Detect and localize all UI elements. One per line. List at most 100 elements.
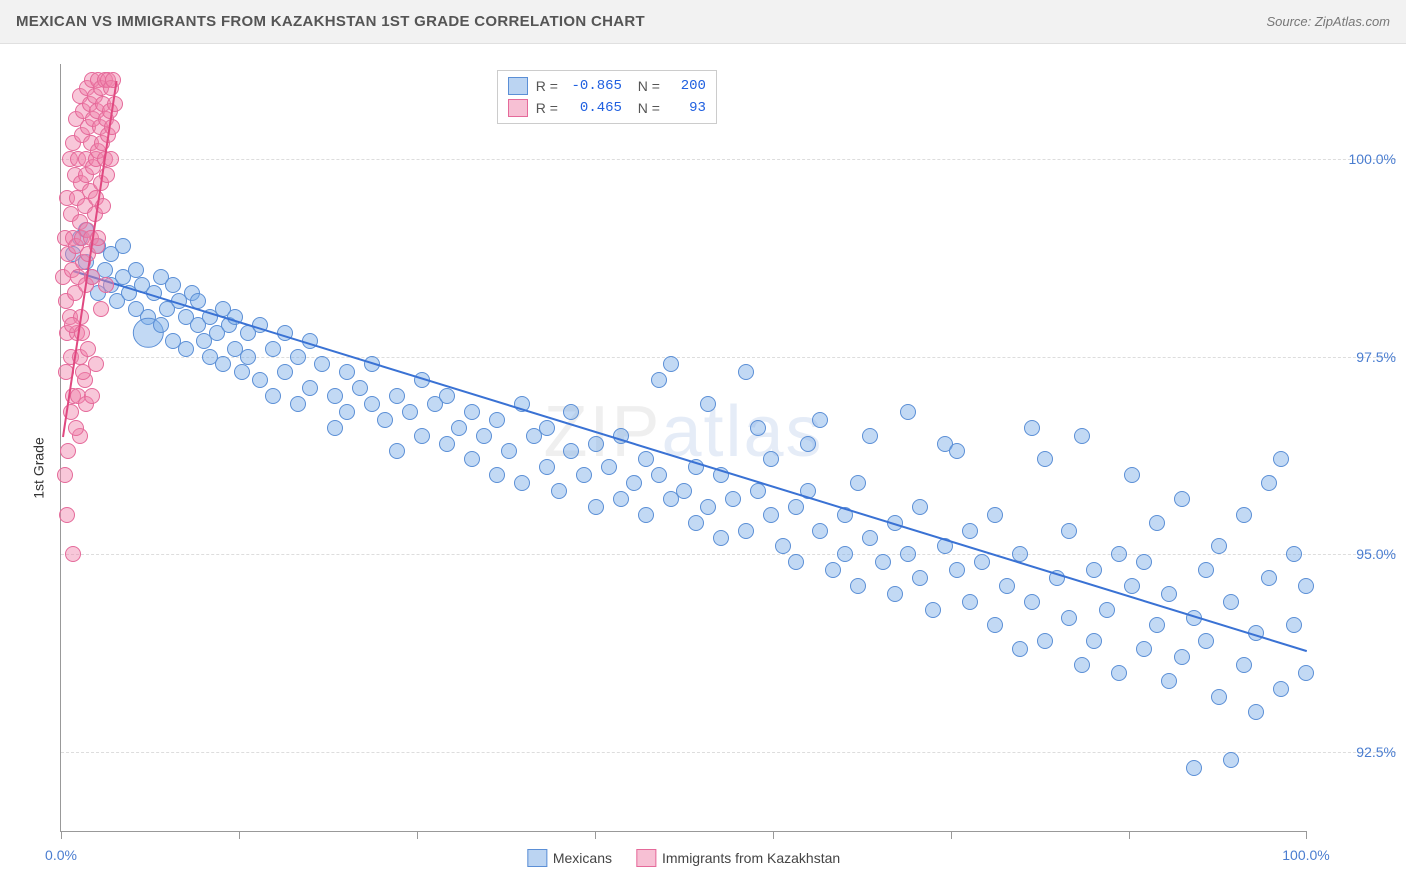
x-tick [239, 831, 240, 839]
data-point [1186, 760, 1202, 776]
x-tick [61, 831, 62, 839]
data-point [88, 356, 104, 372]
data-point [551, 483, 567, 499]
data-point [1223, 594, 1239, 610]
data-point [464, 451, 480, 467]
data-point [1261, 570, 1277, 586]
gridline [61, 752, 1396, 753]
data-point [588, 436, 604, 452]
data-point [588, 499, 604, 515]
data-point [576, 467, 592, 483]
data-point [501, 443, 517, 459]
data-point [626, 475, 642, 491]
data-point [1261, 475, 1277, 491]
legend-label-blue: Mexicans [553, 850, 612, 866]
data-point [539, 459, 555, 475]
data-point [389, 443, 405, 459]
chart-title: MEXICAN VS IMMIGRANTS FROM KAZAKHSTAN 1S… [16, 13, 645, 30]
gridline [61, 554, 1396, 555]
data-point [862, 428, 878, 444]
data-point [60, 443, 76, 459]
data-point [464, 404, 480, 420]
data-point [489, 412, 505, 428]
data-point [68, 420, 84, 436]
data-point [1273, 451, 1289, 467]
data-point [1174, 491, 1190, 507]
n-value-pink: 93 [668, 100, 706, 116]
data-point [215, 356, 231, 372]
data-point [688, 515, 704, 531]
r-label: R = [536, 100, 558, 116]
x-tick [773, 831, 774, 839]
data-point [1124, 578, 1140, 594]
data-point [1298, 578, 1314, 594]
data-point [651, 372, 667, 388]
data-point [165, 277, 181, 293]
data-point [1161, 673, 1177, 689]
data-point [713, 530, 729, 546]
r-value-pink: 0.465 [566, 100, 622, 116]
data-point [476, 428, 492, 444]
data-point [738, 523, 754, 539]
data-point [750, 483, 766, 499]
data-point [414, 428, 430, 444]
data-point [638, 507, 654, 523]
data-point [638, 451, 654, 467]
data-point [887, 586, 903, 602]
data-point [265, 341, 281, 357]
x-tick-label: 100.0% [1282, 847, 1329, 863]
watermark: ZIPatlas [543, 391, 823, 473]
data-point [700, 499, 716, 515]
data-point [364, 396, 380, 412]
data-point [1211, 689, 1227, 705]
data-point [1111, 546, 1127, 562]
legend-item-pink: Immigrants from Kazakhstan [636, 849, 840, 867]
data-point [825, 562, 841, 578]
data-point [1136, 554, 1152, 570]
n-label: N = [630, 78, 660, 94]
r-label: R = [536, 78, 558, 94]
data-point [875, 554, 891, 570]
data-point [402, 404, 418, 420]
data-point [563, 404, 579, 420]
y-tick-label: 97.5% [1316, 349, 1396, 365]
title-bar: MEXICAN VS IMMIGRANTS FROM KAZAKHSTAN 1S… [0, 0, 1406, 44]
data-point [352, 380, 368, 396]
data-point [1198, 633, 1214, 649]
data-point [84, 388, 100, 404]
data-point [775, 538, 791, 554]
data-point [800, 436, 816, 452]
data-point [837, 546, 853, 562]
data-point [1286, 546, 1302, 562]
data-point [1111, 665, 1127, 681]
data-point [104, 119, 120, 135]
data-point [1024, 420, 1040, 436]
data-point [1136, 641, 1152, 657]
x-tick [417, 831, 418, 839]
data-point [327, 388, 343, 404]
data-point [115, 238, 131, 254]
x-tick-label: 0.0% [45, 847, 77, 863]
data-point [252, 372, 268, 388]
data-point [489, 467, 505, 483]
data-point [1037, 451, 1053, 467]
data-point [290, 396, 306, 412]
swatch-blue-icon [527, 849, 547, 867]
data-point [339, 404, 355, 420]
data-point [80, 341, 96, 357]
r-value-blue: -0.865 [566, 78, 622, 94]
data-point [93, 301, 109, 317]
data-point [1074, 428, 1090, 444]
y-tick-label: 95.0% [1316, 546, 1396, 562]
data-point [1037, 633, 1053, 649]
data-point [812, 523, 828, 539]
data-point [290, 349, 306, 365]
data-point [850, 578, 866, 594]
series-legend: Mexicans Immigrants from Kazakhstan [527, 849, 840, 867]
data-point [613, 491, 629, 507]
data-point [601, 459, 617, 475]
data-point [788, 554, 804, 570]
data-point [676, 483, 692, 499]
data-point [1024, 594, 1040, 610]
x-tick [1306, 831, 1307, 839]
